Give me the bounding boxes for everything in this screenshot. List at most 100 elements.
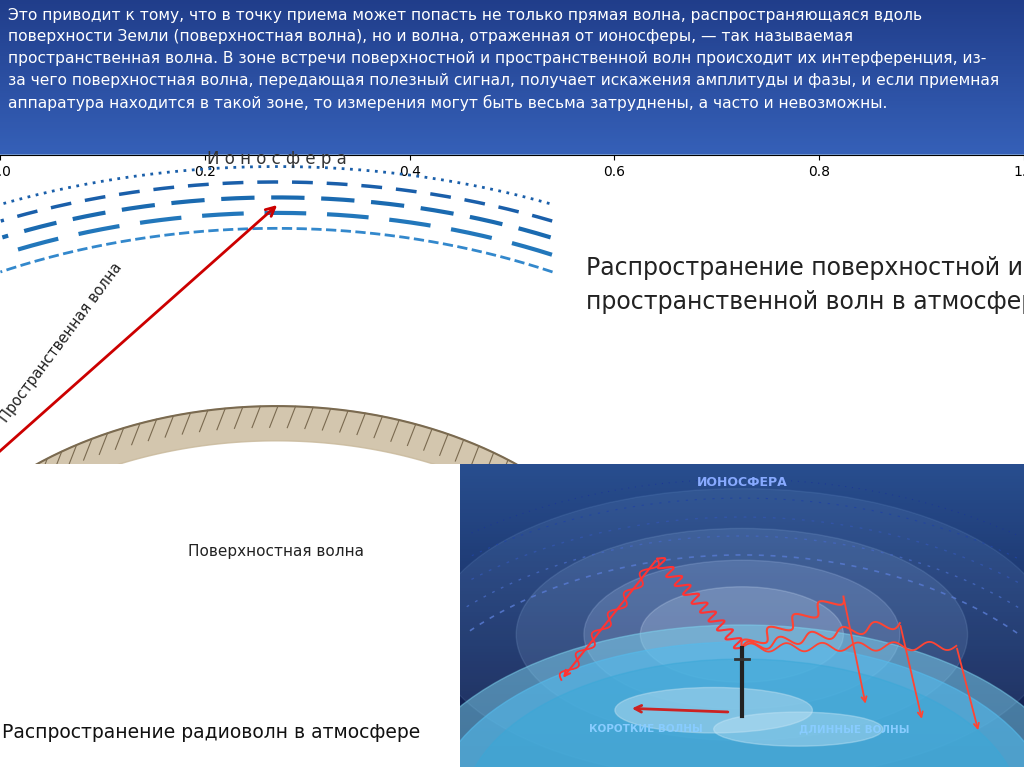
Bar: [460, 640, 1024, 643]
Bar: [460, 476, 1024, 479]
Bar: [460, 494, 1024, 497]
Bar: [460, 713, 1024, 716]
Bar: [0, 14, 1024, 15]
Bar: [0, 41, 1024, 43]
Bar: [0, 31, 1024, 33]
Bar: [460, 679, 1024, 682]
Bar: [0, 116, 1024, 118]
Text: ИОНОСФЕРА: ИОНОСФЕРА: [696, 476, 787, 489]
Bar: [460, 534, 1024, 537]
Bar: [0, 44, 1024, 47]
Bar: [460, 601, 1024, 604]
Bar: [0, 35, 1024, 37]
Bar: [460, 546, 1024, 549]
Bar: [0, 66, 1024, 67]
Bar: [460, 734, 1024, 736]
Bar: [0, 23, 1024, 25]
Text: Поверхностная волна: Поверхностная волна: [188, 544, 365, 559]
Bar: [460, 736, 1024, 739]
Bar: [460, 652, 1024, 655]
Bar: [460, 570, 1024, 573]
Bar: [0, 136, 1024, 137]
Ellipse shape: [400, 625, 1024, 767]
Bar: [460, 540, 1024, 543]
Bar: [0, 95, 1024, 97]
Bar: [0, 51, 1024, 52]
Bar: [460, 537, 1024, 540]
Bar: [460, 700, 1024, 703]
Bar: [0, 110, 1024, 112]
Bar: [0, 85, 1024, 87]
Bar: [460, 627, 1024, 630]
Bar: [460, 528, 1024, 531]
Bar: [460, 506, 1024, 509]
Bar: [0, 151, 1024, 153]
Bar: [0, 67, 1024, 70]
Bar: [460, 576, 1024, 579]
Bar: [460, 573, 1024, 576]
Bar: [460, 515, 1024, 518]
Bar: [460, 649, 1024, 652]
Text: И о н о с ф е р а: И о н о с ф е р а: [207, 150, 346, 168]
Bar: [460, 703, 1024, 706]
Bar: [460, 621, 1024, 624]
Bar: [0, 75, 1024, 77]
Bar: [0, 47, 1024, 48]
Bar: [460, 607, 1024, 610]
Bar: [0, 37, 1024, 39]
Text: Приемник: Приемник: [627, 540, 700, 554]
Bar: [0, 12, 1024, 14]
Bar: [0, 74, 1024, 75]
Bar: [460, 746, 1024, 749]
Bar: [0, 124, 1024, 126]
Bar: [0, 0, 1024, 2]
Bar: [460, 467, 1024, 470]
Bar: [460, 588, 1024, 591]
Bar: [460, 518, 1024, 522]
Text: КОРОТКИЕ ВОЛНЫ: КОРОТКИЕ ВОЛНЫ: [589, 724, 702, 734]
Bar: [460, 582, 1024, 585]
Bar: [460, 643, 1024, 646]
Bar: [0, 89, 1024, 91]
Bar: [460, 525, 1024, 528]
Bar: [0, 81, 1024, 84]
Ellipse shape: [714, 712, 883, 746]
Bar: [460, 579, 1024, 582]
Bar: [0, 97, 1024, 99]
Bar: [460, 549, 1024, 552]
Bar: [460, 555, 1024, 558]
Bar: [460, 613, 1024, 615]
Bar: [0, 8, 1024, 10]
Bar: [0, 21, 1024, 23]
Bar: [0, 145, 1024, 147]
Bar: [460, 709, 1024, 713]
Bar: [460, 473, 1024, 476]
Bar: [0, 60, 1024, 62]
Bar: [460, 661, 1024, 664]
Bar: [460, 630, 1024, 634]
Bar: [460, 634, 1024, 637]
Bar: [0, 128, 1024, 130]
Bar: [460, 667, 1024, 670]
Ellipse shape: [516, 528, 968, 740]
Bar: [460, 664, 1024, 667]
Bar: [460, 522, 1024, 525]
Bar: [460, 561, 1024, 564]
Bar: [460, 567, 1024, 570]
Bar: [460, 531, 1024, 534]
Bar: [460, 497, 1024, 500]
Bar: [0, 58, 1024, 60]
Text: Распространение радиоволн в атмосфере: Распространение радиоволн в атмосфере: [2, 723, 421, 742]
Bar: [0, 10, 1024, 12]
Bar: [460, 492, 1024, 494]
Bar: [0, 143, 1024, 145]
Ellipse shape: [431, 489, 1024, 767]
Bar: [460, 655, 1024, 658]
Bar: [0, 133, 1024, 136]
Bar: [0, 38, 1024, 41]
Bar: [460, 685, 1024, 688]
Ellipse shape: [640, 587, 844, 682]
Bar: [0, 52, 1024, 54]
Bar: [460, 658, 1024, 661]
Bar: [0, 19, 1024, 21]
